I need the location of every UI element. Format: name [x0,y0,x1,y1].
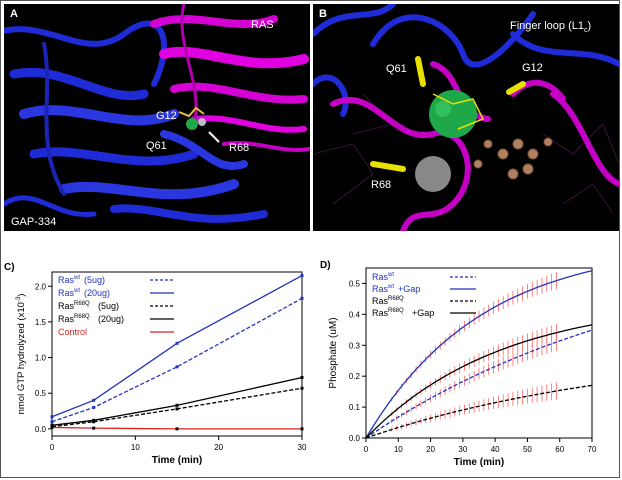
legend-entry: RasR68Q +Gap [372,308,434,318]
legend-entry: Raswt +Gap [372,284,420,294]
y-tick-label: 0.0 [349,434,361,443]
series-line [51,387,303,428]
y-tick-label: 1.5 [35,318,47,327]
panel-a-label: A [10,8,18,20]
x-tick-label: 10 [131,443,140,452]
panel-a-illustration [4,4,310,223]
x-tick-label: 60 [555,445,564,454]
legend-entry: RasR68Q [372,296,404,306]
q61-zoom-label: Q61 [386,63,407,75]
x-axis-label: Time (min) [454,457,504,468]
y-tick-label: 0.2 [349,372,361,381]
data-point [92,418,96,422]
x-tick-label: 20 [426,445,435,454]
data-point [92,405,96,409]
x-tick-label: 0 [50,443,55,452]
g12-zoom-label: G12 [522,62,543,74]
data-point [300,274,304,278]
legend-entry: Raswt (20ug) [58,288,110,298]
series-line [51,426,302,430]
panel-c-label: C) [4,262,15,273]
x-axis-label: Time (min) [152,455,202,466]
series-line [51,297,303,423]
legend-entry: RasR68Q (20ug) [58,314,124,324]
x-tick-label: 30 [458,445,467,454]
y-tick-label: 0.3 [349,341,361,350]
x-tick-label: 20 [214,443,223,452]
legend-entry: Raswt (5ug) [58,275,105,285]
r68-zoom-label: R68 [371,179,392,191]
magenta-loops [330,61,619,231]
data-point [300,427,304,431]
y-tick-label: 0.4 [349,310,361,319]
active-site-ligand [178,106,220,143]
chart-d: 0 10 20 30 40 50 60 70 0.0 0.1 0.2 0.3 0.4 0.5 Time (m… [320,260,597,468]
plot-frame [365,267,593,439]
data-point [175,427,179,431]
gap-334-label: GAP-334 [11,216,57,228]
series-line [51,274,303,418]
data-point [50,415,54,419]
legend-entry: Raswt [372,272,394,282]
gap-protein-ribbons [4,20,268,223]
chart-c: 0 10 20 30 0.0 0.5 1.0 1.5 2.0 Time (min) C) nmol G… [4,262,307,466]
panel-b-structure-image: B Q61 G12 R68 Finger loop (L1c) [313,4,619,231]
x-tick-label: 10 [394,445,403,454]
fit-curve [365,324,593,439]
fit-curve [365,329,593,439]
r68-label: R68 [229,142,250,154]
data-point [92,398,96,402]
y-tick-label: 0.0 [35,425,47,434]
x-tick-label: 70 [588,445,597,454]
y-axis-label: Phosphate (uM) [328,317,339,388]
y-axis-label: nmol GTP hydrolyzed (x10-3) [16,294,27,415]
data-point [50,425,54,429]
active-site-spheres [415,90,485,192]
plot-frame [51,271,303,437]
data-point [50,420,54,424]
y-tick-label: 1.0 [35,354,47,363]
series-line [51,376,303,426]
legend-entry: RasR68Q (5ug) [58,301,119,311]
blue-loops [313,4,619,117]
data-point [300,376,304,380]
panel-b-label: B [319,8,327,20]
data-point [175,403,179,407]
ligand-balls [473,137,553,180]
highlight-segments [370,56,526,172]
data-point [300,386,304,390]
x-tick-label: 50 [523,445,532,454]
fit-curve [365,384,593,439]
data-point [92,426,96,430]
ras-protein-ribbons [150,4,310,152]
g12-label: G12 [156,110,177,122]
data-point [175,365,179,369]
y-tick-label: 0.5 [35,389,47,398]
x-tick-label: 30 [298,443,307,452]
fit-curve [365,270,593,439]
ras-label: RAS [251,19,274,31]
legend-entry: Control [58,327,87,337]
x-tick-label: 0 [364,445,369,454]
y-tick-label: 0.1 [349,403,361,412]
x-tick-label: 40 [491,445,500,454]
q61-label: Q61 [146,140,167,152]
panel-d-label: D) [320,260,331,271]
data-point [175,341,179,345]
data-point [175,407,179,411]
finger-loop-label: Finger loop (L1c) [510,20,592,35]
y-tick-label: 0.5 [349,279,361,288]
y-tick-label: 2.0 [35,282,47,291]
data-point [300,296,304,300]
panel-a-structure-image: A RAS G12 Q61 R68 GAP-334 [4,4,310,231]
data-point [50,423,54,427]
panel-b-illustration [313,4,619,231]
